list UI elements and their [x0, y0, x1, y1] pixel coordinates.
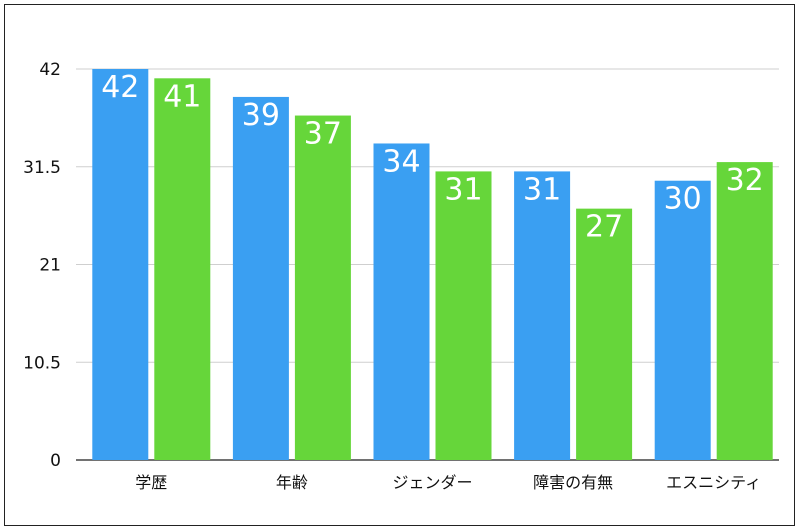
- data-labels: 42 41 39 37 34 31 31 27 30 32: [101, 70, 764, 245]
- bar-data-label: 39: [242, 98, 280, 133]
- y-tick-label: 0: [50, 451, 61, 471]
- bar: [514, 171, 571, 460]
- x-tick-label: 学歴: [135, 473, 167, 492]
- bar: [576, 208, 633, 460]
- x-tick-label: エスニシティ: [666, 473, 761, 492]
- bar: [92, 69, 149, 460]
- bar: [232, 96, 289, 460]
- y-tick-label: 21: [39, 256, 61, 276]
- y-tick-label: 42: [39, 60, 61, 80]
- bar: [435, 171, 492, 460]
- bars: [92, 69, 773, 461]
- bar-data-label: 32: [726, 163, 764, 198]
- bar-data-label: 37: [304, 117, 342, 152]
- bar-data-label: 31: [444, 172, 482, 207]
- bar-data-label: 42: [101, 70, 139, 105]
- bar-data-label: 34: [382, 144, 420, 179]
- x-tick-label: 障害の有無: [533, 473, 613, 492]
- bar: [716, 162, 773, 460]
- bar: [154, 78, 211, 461]
- bar-data-label: 27: [585, 210, 623, 245]
- bar: [294, 115, 351, 461]
- bar-data-label: 30: [664, 182, 702, 217]
- bar: [373, 143, 430, 460]
- bar-data-label: 41: [163, 79, 201, 114]
- x-axis-ticks: 学歴 年齢 ジェンダー 障害の有無 エスニシティ: [135, 473, 761, 492]
- y-axis-ticks: 0 10.5 21 31.5 42: [23, 60, 61, 471]
- y-tick-label: 10.5: [23, 353, 61, 373]
- bar-data-label: 31: [523, 172, 561, 207]
- x-tick-label: 年齢: [276, 473, 308, 492]
- x-tick-label: ジェンダー: [392, 473, 472, 492]
- bar: [654, 180, 711, 460]
- y-tick-label: 31.5: [23, 158, 61, 178]
